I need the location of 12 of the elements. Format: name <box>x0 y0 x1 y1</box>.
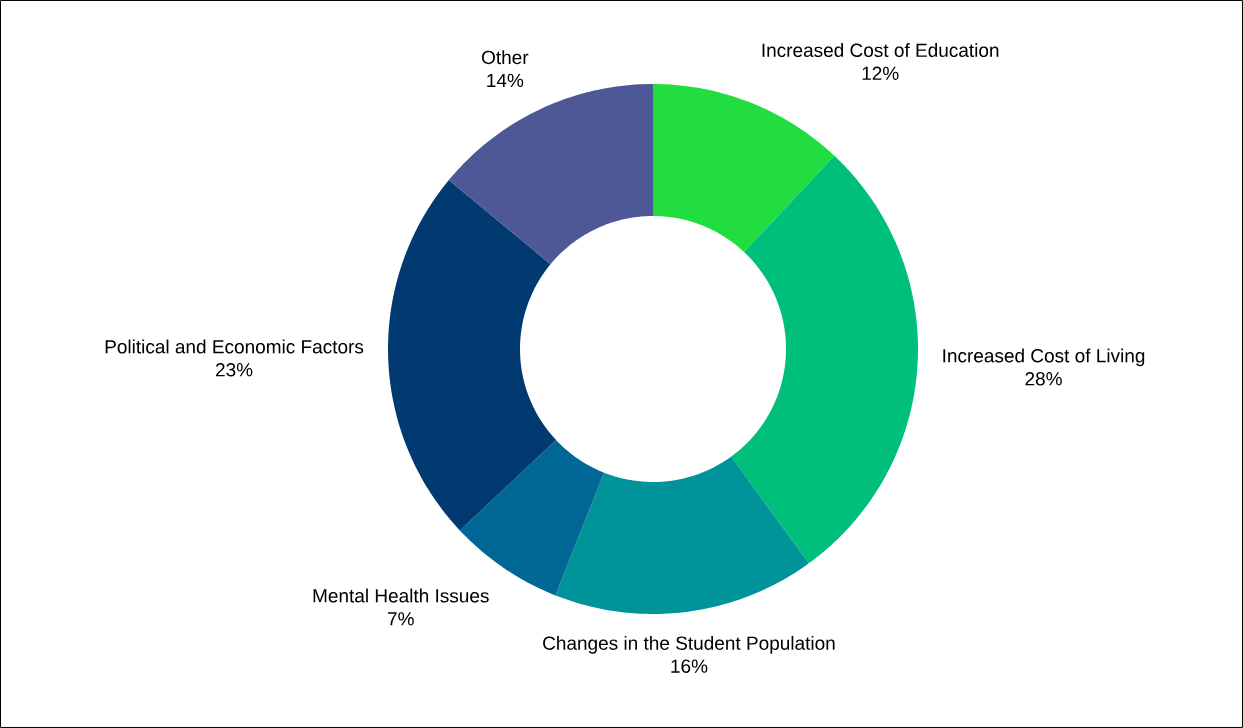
data-label: 7% <box>388 612 414 626</box>
slice-label: Mental Health Issues <box>313 588 489 603</box>
data-label: 28% <box>1025 372 1062 386</box>
data-label: 12% <box>862 66 899 80</box>
data-label: 23% <box>216 363 253 377</box>
data-label: 14% <box>487 73 524 88</box>
slice-label: Changes in the Student Population <box>543 635 835 654</box>
slice-label: Increased Cost of Living <box>943 348 1145 367</box>
slice-label: Increased Cost of Education <box>762 43 999 58</box>
data-label: 16% <box>671 659 708 673</box>
slice-label: Other <box>481 50 529 65</box>
slice-label: Political and Economic Factors <box>105 339 364 354</box>
